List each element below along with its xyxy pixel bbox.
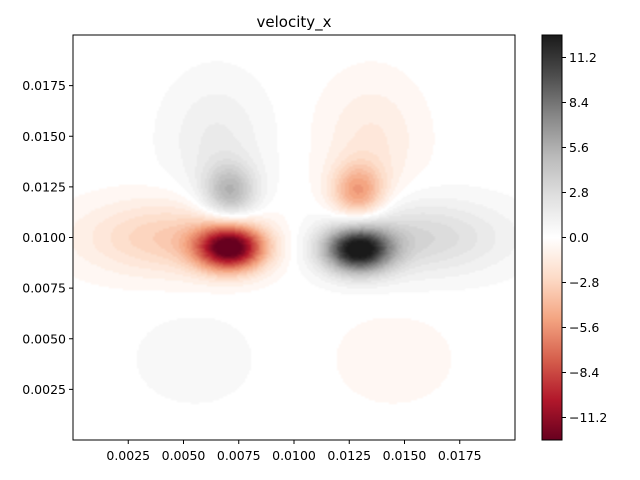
x-tick-label: 0.0150 xyxy=(383,448,427,463)
y-axis: 0.0025 0.0050 0.0075 0.0100 0.0125 0.0150 0.01… xyxy=(22,78,73,397)
x-axis: 0.0025 0.0050 0.0075 0.0100 0.0125 0.0150 0.01… xyxy=(106,440,482,463)
colorbar-tick-label: −2.8 xyxy=(569,275,599,290)
colorbar-tick-label: 8.4 xyxy=(569,95,589,110)
y-tick-label: 0.0075 xyxy=(22,281,66,296)
colorbar-tick-label: 2.8 xyxy=(569,185,589,200)
colorbar-tick-label: 5.6 xyxy=(569,140,589,155)
colorbar-ticks: −11.2 −8.4 −5.6 −2.8 0.0 2.8 5.6 8.4 11.2 xyxy=(562,50,607,425)
y-tick-label: 0.0050 xyxy=(22,331,66,346)
colorbar-tick-label: 0.0 xyxy=(569,230,589,245)
y-tick-label: 0.0175 xyxy=(22,78,66,93)
x-tick-label: 0.0175 xyxy=(438,448,482,463)
heatmap-area xyxy=(73,35,515,440)
y-tick-label: 0.0150 xyxy=(22,129,66,144)
colorbar-tick-label: 11.2 xyxy=(569,50,597,65)
y-tick-label: 0.0125 xyxy=(22,179,66,194)
colorbar: −11.2 −8.4 −5.6 −2.8 0.0 2.8 5.6 8.4 11.2 xyxy=(541,34,607,441)
x-tick-label: 0.0075 xyxy=(217,448,261,463)
colorbar-tick-label: −11.2 xyxy=(569,410,607,425)
x-tick-label: 0.0025 xyxy=(106,448,150,463)
x-tick-label: 0.0050 xyxy=(162,448,206,463)
velocity-field-image xyxy=(73,35,515,440)
y-tick-label: 0.0100 xyxy=(22,230,66,245)
x-tick-label: 0.0125 xyxy=(327,448,371,463)
colorbar-tick-label: −5.6 xyxy=(569,320,599,335)
chart-title: velocity_x xyxy=(257,13,332,32)
y-tick-label: 0.0025 xyxy=(22,382,66,397)
colorbar-gradient xyxy=(542,35,562,440)
colorbar-tick-label: −8.4 xyxy=(569,365,599,380)
x-tick-label: 0.0100 xyxy=(272,448,316,463)
